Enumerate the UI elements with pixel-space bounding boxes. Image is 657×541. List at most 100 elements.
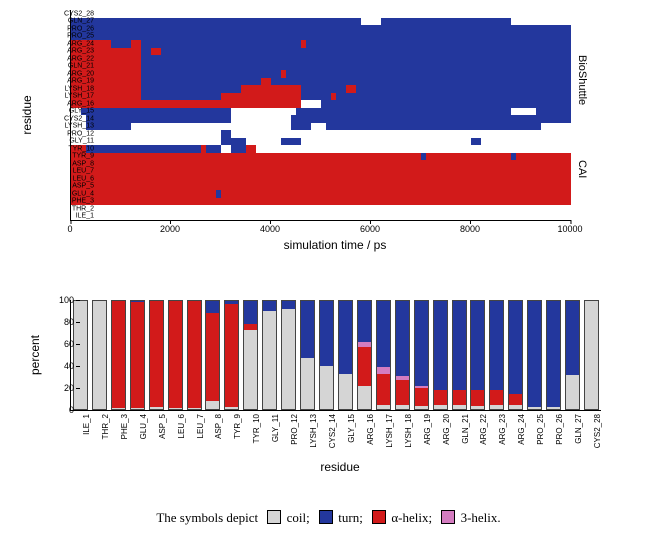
heatmap-ytick-label: THR_2	[72, 205, 94, 212]
heatmap-seg	[261, 78, 271, 86]
heatmap-seg	[71, 198, 571, 206]
bar	[565, 300, 580, 410]
heatmap-seg	[271, 78, 571, 86]
heatmap-ytick-label: ARG_22	[67, 55, 94, 62]
bar	[149, 300, 164, 410]
heatmap-seg	[71, 33, 571, 41]
bar-xtick-label: CYS2_14	[328, 414, 337, 448]
heatmap-seg	[71, 183, 571, 191]
barchart-plot	[70, 300, 601, 411]
bar	[508, 300, 523, 410]
heatmap-row	[71, 190, 571, 198]
heatmap-seg	[536, 108, 571, 116]
heatmap-ytick-label: ARG_24	[67, 40, 94, 47]
heatmap-xtick-label: 10000	[557, 224, 582, 234]
heatmap-row	[71, 108, 571, 116]
heatmap-seg	[71, 168, 571, 176]
heatmap-ylabel: residue	[20, 95, 34, 134]
heatmap-row	[71, 25, 571, 33]
heatmap-row	[71, 115, 571, 123]
heatmap-row	[71, 93, 571, 101]
heatmap-seg	[311, 123, 326, 131]
heatmap-seg	[71, 10, 571, 18]
bar	[262, 300, 277, 410]
heatmap-row	[71, 100, 571, 108]
heatmap-seg	[301, 138, 471, 146]
heatmap-ytick-label: LEU_7	[73, 168, 94, 175]
bar-ytick-label: 40	[64, 361, 74, 371]
bar	[73, 300, 88, 410]
heatmap-seg	[221, 93, 301, 101]
heatmap-row	[71, 10, 571, 18]
bar-xtick-label: ARG_16	[366, 414, 375, 445]
bar-xtick-label: GLY_15	[347, 414, 356, 443]
heatmap-seg	[291, 115, 571, 123]
bar-xtick-label: ARG_22	[479, 414, 488, 445]
heatmap-seg	[511, 108, 536, 116]
heatmap-row	[71, 130, 571, 138]
heatmap-ytick-label: GLU_4	[72, 190, 94, 197]
heatmap-seg	[231, 145, 246, 153]
bar-ytick-label: 20	[64, 383, 74, 393]
heatmap-row	[71, 153, 571, 161]
heatmap-plot	[70, 10, 571, 221]
heatmap-seg	[286, 70, 571, 78]
heatmap-seg	[141, 63, 571, 71]
bar	[111, 300, 126, 410]
heatmap-seg	[111, 40, 131, 48]
barchart-panel: percent residue ILE_1THR_2PHE_3GLU_4ASP_…	[70, 300, 610, 470]
heatmap-seg	[71, 100, 301, 108]
heatmap-ytick-label: LYSH_17	[65, 93, 94, 100]
heatmap-seg	[306, 40, 571, 48]
heatmap-seg	[221, 130, 231, 138]
heatmap-ytick-label: ARG_19	[67, 78, 94, 85]
heatmap-seg	[301, 100, 321, 108]
heatmap-seg	[516, 153, 571, 161]
heatmap-row	[71, 183, 571, 191]
heatmap-row	[71, 85, 571, 93]
heatmap-seg	[231, 108, 296, 116]
heatmap-seg	[71, 175, 571, 183]
heatmap-ytick-label: PRO_26	[67, 25, 94, 32]
heatmap-seg	[471, 138, 481, 146]
bar	[489, 300, 504, 410]
heatmap-xtick-label: 0	[67, 224, 72, 234]
heatmap-row	[71, 48, 571, 56]
heatmap-seg	[161, 48, 571, 56]
heatmap-right-label: CAI	[576, 160, 588, 178]
bar-xtick-label: GLN_27	[574, 414, 583, 444]
heatmap-ytick-label: LEU_6	[73, 175, 94, 182]
heatmap-seg	[71, 160, 571, 168]
heatmap-row	[71, 213, 571, 221]
bar	[130, 300, 145, 410]
heatmap-seg	[541, 123, 571, 131]
heatmap-row	[71, 138, 571, 146]
heatmap-row	[71, 63, 571, 71]
bar-xtick-label: ILE_1	[82, 414, 91, 435]
bar	[338, 300, 353, 410]
bar-xtick-label: LYSH_17	[385, 414, 394, 448]
heatmap-seg	[426, 153, 511, 161]
heatmap-seg	[71, 153, 421, 161]
heatmap-row	[71, 18, 571, 26]
legend-swatch-helix	[372, 510, 386, 524]
heatmap-ytick-label: GLY_15	[69, 108, 94, 115]
bar	[376, 300, 391, 410]
heatmap-xtick-label: 6000	[360, 224, 380, 234]
heatmap-ytick-label: PHE_3	[72, 198, 94, 205]
heatmap-seg	[246, 145, 256, 153]
heatmap-seg	[231, 130, 571, 138]
bar-xtick-label: CYS2_28	[593, 414, 602, 448]
heatmap-row	[71, 205, 571, 213]
legend-swatch-coil	[267, 510, 281, 524]
bar	[319, 300, 334, 410]
heatmap-row	[71, 123, 571, 131]
bar	[527, 300, 542, 410]
bar-xtick-label: PHE_3	[120, 414, 129, 439]
bar-xtick-label: LEU_7	[196, 414, 205, 438]
heatmap-seg	[71, 25, 571, 33]
legend-label: coil;	[283, 510, 313, 525]
heatmap-seg	[361, 18, 381, 26]
bar	[433, 300, 448, 410]
heatmap-row	[71, 70, 571, 78]
